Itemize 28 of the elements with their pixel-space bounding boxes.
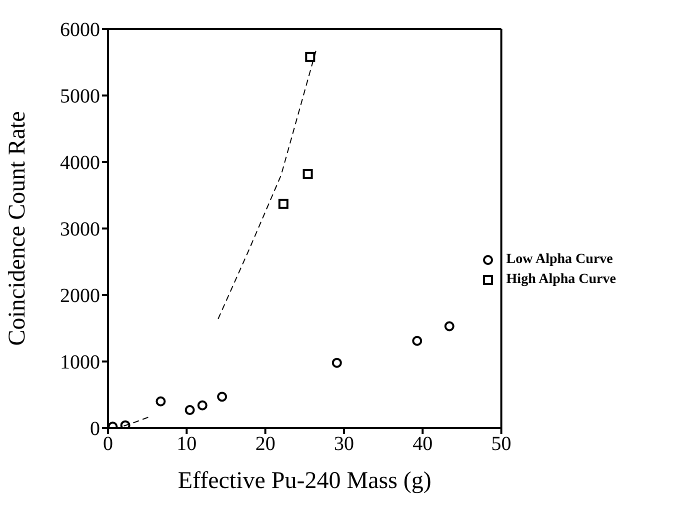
point — [120, 420, 130, 428]
x-tick-label: 20 — [255, 433, 276, 456]
y-axis-title: Coincidence Count Rate — [4, 111, 31, 346]
point — [217, 392, 228, 402]
x-axis-title: Effective Pu-240 Mass (g) — [178, 468, 432, 494]
point — [184, 405, 195, 416]
point — [302, 168, 313, 179]
y-tick-label: 6000 — [60, 19, 100, 42]
y-tick-label: 2000 — [60, 285, 100, 308]
point — [444, 321, 454, 332]
point — [156, 396, 166, 406]
point — [278, 198, 288, 209]
y-tick-label: 0 — [90, 418, 100, 440]
y-tick-label: 1000 — [60, 352, 100, 374]
legend-label: High Alpha Curve — [506, 272, 616, 288]
point — [412, 336, 422, 346]
point — [332, 358, 342, 368]
point — [305, 52, 316, 62]
x-tick-label: 30 — [334, 433, 354, 456]
line-series — [218, 48, 317, 320]
y-tick-label: 5000 — [60, 86, 100, 108]
legend-label: Low Alpha Curve — [506, 252, 613, 268]
point — [197, 400, 208, 410]
y-tick-label: 4000 — [60, 152, 100, 174]
x-tick-label: 50 — [491, 433, 512, 456]
x-tick-label: 40 — [412, 433, 433, 456]
y-tick-label: 3000 — [60, 218, 100, 241]
x-tick-label: 10 — [176, 433, 197, 456]
